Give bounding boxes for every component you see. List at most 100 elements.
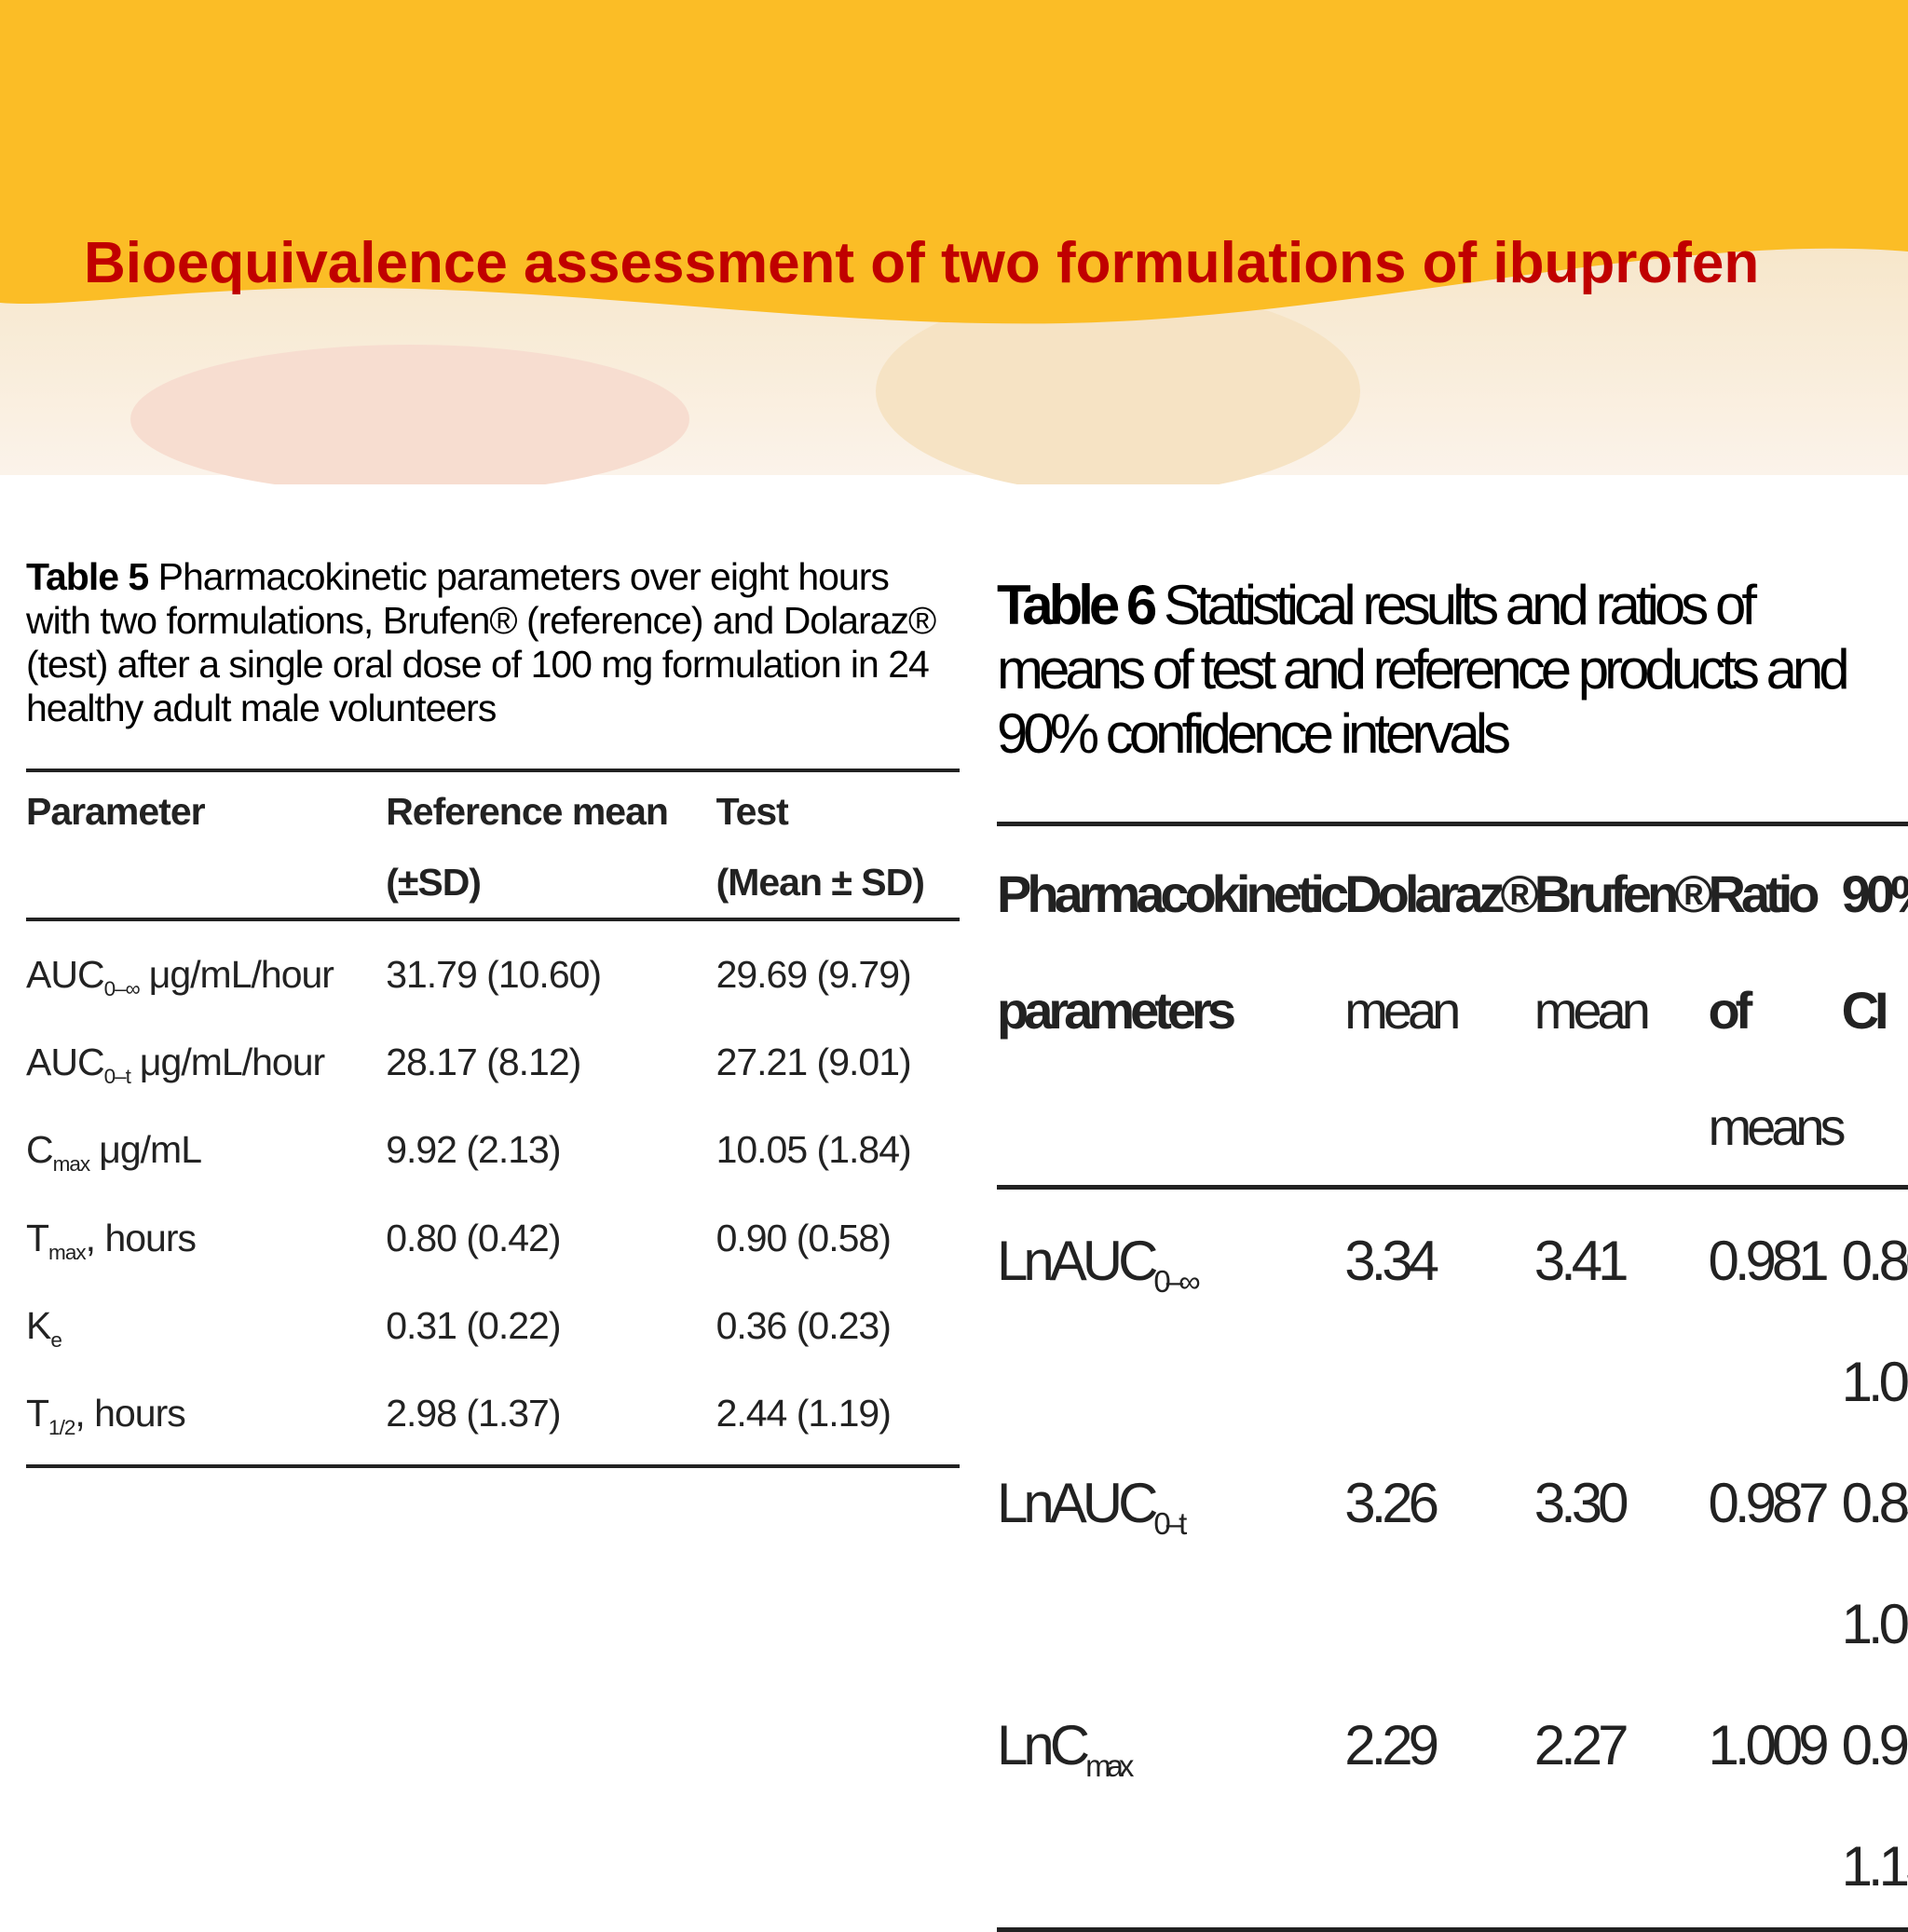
header-text: (Mean ± SD) [716,861,925,904]
parameter-cell: Ke [26,1289,386,1377]
slide-title: Bioequivalence assessment of two formula… [84,231,1760,295]
table-head: Pharmacokinetic parameters Dolaraz® mean Bru… [997,824,1908,1188]
header-text: parameters [997,981,1236,1040]
cell-text: 1.009 [1708,1714,1829,1776]
value-cell: 3.26 [1344,1443,1534,1685]
cell-text: 2.98 (1.37) [386,1391,561,1435]
cell-text: 0.36 (0.23) [716,1303,892,1347]
header-text: Test [716,790,789,833]
caption-text: Pharmacokinetic parameters over eight ho… [26,555,936,729]
cell-text: 0.807–1.092 [1841,1230,1908,1413]
header-cell: 90% CI [1842,824,1908,1188]
parameter-cell: LnCmax [997,1685,1344,1930]
table-body: AUC0–∞ μg/mL/hour 31.79 (10.60) 29.69 (9.79… [26,919,960,1466]
parameter-subscript: 0–∞ [103,977,141,1001]
value-cell: 0.80 (0.42) [386,1202,716,1289]
cell-text: 3.41 [1533,1230,1629,1292]
header-cell: Parameter [26,770,386,919]
header-cell: Pharmacokinetic parameters [997,824,1349,1188]
table-label: Table 5 [26,555,149,598]
cell-text: 2.44 (1.19) [716,1391,892,1435]
table-caption: Table 5 Pharmacokinetic parameters over … [26,555,960,730]
value-cell: 0.981 [1708,1188,1841,1444]
cell-text: 29.69 (9.79) [716,953,912,996]
value-cell: 29.69 (9.79) [716,919,960,1026]
parameter-subscript: 0–∞ [1153,1264,1200,1299]
table-body: LnAUC0–∞3.343.410.9810.807–1.092LnAUC0–t… [997,1188,1908,1930]
parameter-unit: μg/mL/hour [139,1041,325,1084]
value-cell: 3.41 [1534,1188,1709,1444]
header-row: Pharmacokinetic parameters Dolaraz® mean Bru… [997,824,1908,1188]
parameter-name: T [26,1216,49,1259]
value-cell: 2.29 [1344,1685,1534,1930]
cell-text: 2.27 [1533,1714,1629,1776]
value-cell: 27.21 (9.01) [716,1026,960,1113]
value-cell: 9.92 (2.13) [386,1113,716,1201]
cell-text: 0.838–1.098 [1841,1472,1908,1655]
parameter-unit: μg/mL/hour [148,953,334,996]
cell-text: 0.90 (0.58) [716,1216,892,1259]
header-cell: Brufen® mean [1534,824,1713,1188]
value-cell: 2.44 (1.19) [716,1377,960,1466]
value-cell: 10.05 (1.84) [716,1113,960,1201]
value-cell: 31.79 (10.60) [386,919,716,1026]
parameter-cell: AUC0–t μg/mL/hour [26,1026,386,1113]
parameter-subscript: e [50,1327,62,1352]
table-row: AUC0–t μg/mL/hour 28.17 (8.12) 27.21 (9.01) [26,1026,960,1113]
table-row: T1/2, hours 2.98 (1.37) 2.44 (1.19) [26,1377,960,1466]
parameter-name: T [26,1391,49,1435]
parameter-subscript: 0–t [1153,1506,1187,1541]
cell-text: 3.34 [1344,1230,1439,1292]
parameter-name: C [26,1128,54,1172]
header-text: Reference mean [386,790,669,833]
header-wave [0,0,1908,324]
header-cell: Ratio of means [1708,824,1846,1188]
header-text: Ratio of [1708,864,1819,1040]
header-text: Dolaraz® [1344,864,1539,923]
table-row: AUC0–∞ μg/mL/hour 31.79 (10.60) 29.69 (9.79… [26,919,960,1026]
parameter-cell: LnAUC0–t [997,1443,1344,1685]
table-row: Tmax, hours 0.80 (0.42) 0.90 (0.58) [26,1202,960,1289]
value-cell: 2.27 [1534,1685,1709,1930]
cell-text: 3.30 [1533,1472,1629,1534]
photo-shape [876,289,1360,484]
header-text: Pharmacokinetic [997,864,1349,923]
table-6: Table 6 Statistical results and ratios o… [997,517,1908,1932]
cell-text: 28.17 (8.12) [386,1041,581,1084]
parameter-unit: , hours [85,1216,197,1259]
value-cell: 0.838–1.098 [1842,1443,1908,1685]
cell-text: 31.79 (10.60) [386,953,602,996]
parameter-subscript: max [1085,1748,1134,1783]
value-cell: 1.009 [1708,1685,1841,1930]
parameter-cell: T1/2, hours [26,1377,386,1466]
header-row: Parameter Reference mean (±SD) Test (Mean ± … [26,770,960,919]
header-text: means [1708,1097,1846,1156]
header-text: 90% CI [1841,864,1908,1040]
value-cell: 0.807–1.092 [1842,1188,1908,1444]
table-label: Table 6 [997,574,1157,636]
caption-text: Statistical results and ratios of means … [997,574,1850,765]
cell-text: 0.80 (0.42) [386,1216,561,1259]
value-cell: 0.987 [1708,1443,1841,1685]
parameter-unit: μg/mL [99,1128,202,1172]
table-head: Parameter Reference mean (±SD) Test (Mean ± … [26,770,960,919]
table-row: Ke 0.31 (0.22) 0.36 (0.23) [26,1289,960,1377]
cell-text: 9.92 (2.13) [386,1128,561,1172]
data-table: Pharmacokinetic parameters Dolaraz® mean Bru… [997,822,1908,1932]
cell-text: 0.981 [1708,1230,1829,1292]
photo-shape [130,345,689,484]
header-text: (±SD) [386,861,482,904]
cell-text: 2.29 [1344,1714,1439,1776]
parameter-name: LnAUC [997,1230,1158,1292]
parameter-cell: LnAUC0–∞ [997,1188,1344,1444]
parameter-cell: Tmax, hours [26,1202,386,1289]
cell-text: 3.26 [1344,1472,1439,1534]
value-cell: 3.30 [1534,1443,1709,1685]
value-cell: 0.36 (0.23) [716,1289,960,1377]
header-cell: Dolaraz® mean [1344,824,1539,1188]
parameter-cell: AUC0–∞ μg/mL/hour [26,919,386,1026]
